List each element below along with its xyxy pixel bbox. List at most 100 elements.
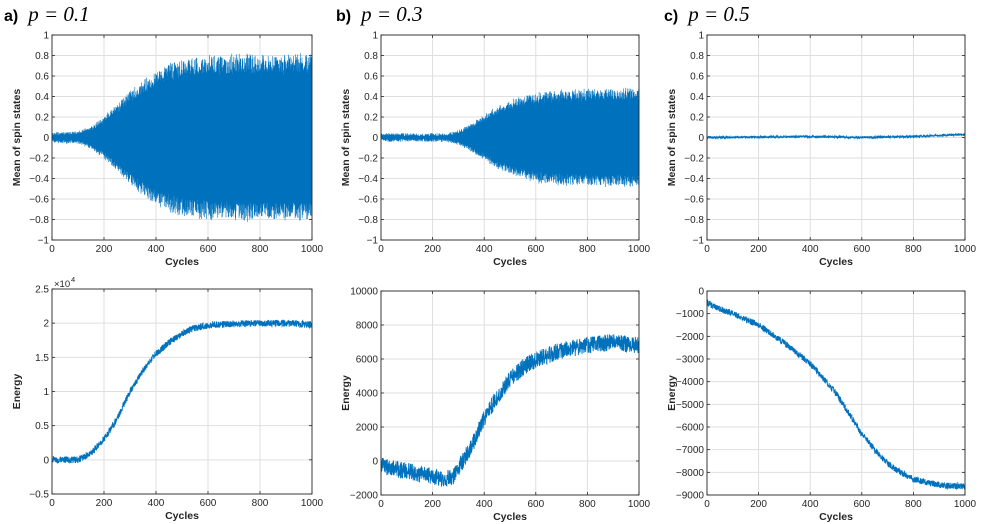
chart-c-energy: 0 200 400 600 800 1000 −9000 −8000 −7000 −6000 −50… [666,287,977,524]
y-tick-label: 1.5 [35,353,49,364]
y-tick-label: 4000 [356,389,379,400]
y-tick-label: 0.4 [35,92,49,103]
x-tick-label: 1000 [301,244,324,255]
x-tick-label: 400 [148,498,165,509]
axes-box [706,290,966,496]
y-axis-label: Mean of spin states [666,89,678,187]
y-tick-label: −0.4 [358,174,378,185]
y-tick-label: −5000 [676,400,705,411]
y-axis-label: Mean of spin states [11,89,23,187]
y-tick-label: 0.8 [35,51,49,62]
chart-b-spin: 0 200 400 600 800 1000 −1 −0.8 −0.6 −0.4 −0.2 0 0.2 0… [340,31,651,269]
y-tick-label: −0.4 [684,174,704,185]
x-axis-label: Cycles [819,511,853,523]
series-line [52,319,312,464]
panel-title-c: c) p = 0.5 [664,2,750,27]
y-tick-label: 6000 [356,355,379,366]
x-tick-label: 200 [96,498,113,509]
x-tick-label: 800 [905,499,922,510]
x-tick-label: 600 [853,499,870,510]
y-axis-label: Energy [11,374,23,410]
x-axis-label: Cycles [165,256,199,268]
x-tick-label: 600 [527,244,544,255]
y-tick-label: −9000 [676,491,705,502]
series-line [52,53,312,222]
y-axis-label: Energy [666,375,678,411]
x-axis-label: Cycles [493,256,527,268]
axis-scale-note: ×10 [54,279,70,290]
chart-a-energy: 0 200 400 600 800 1000−0.500.511.522.5CyclesE… [11,275,324,522]
y-tick-label: 0.2 [364,113,378,124]
x-tick-label: 200 [750,499,767,510]
y-tick-label: −1 [367,236,379,247]
x-tick-label: 600 [853,244,870,255]
axes-box [380,34,640,241]
series-line [707,299,965,491]
y-tick-label: 1 [698,31,704,42]
panel-p-value-c: p = 0.5 [688,2,750,26]
y-tick-label: −3000 [676,355,705,366]
panel-letter-b: b) [336,8,352,25]
y-tick-label: 0.5 [35,421,49,432]
y-tick-label: 0 [372,457,378,468]
y-tick-label: 0.2 [690,113,704,124]
y-axis-label: Mean of spin states [340,89,352,187]
x-tick-label: 800 [252,244,269,255]
chart-b-energy: 0 200 400 600 800 1000−2000020004000600080001… [340,287,651,524]
axes-box [380,290,640,496]
x-tick-label: 0 [378,499,384,510]
y-tick-label: −1 [38,236,50,247]
x-tick-label: 0 [704,244,710,255]
y-tick-label: −0.2 [29,154,49,165]
y-tick-label: −0.4 [29,174,49,185]
x-tick-label: 400 [802,244,819,255]
y-tick-label: −0.2 [684,154,704,165]
x-tick-label: 800 [579,499,596,510]
y-tick-label: 0.6 [35,72,49,83]
y-tick-label: 10000 [350,287,378,298]
axis-scale-exponent: 4 [71,275,75,284]
y-tick-label: 0.8 [364,51,378,62]
y-tick-label: −0.6 [29,195,49,206]
y-tick-label: 1 [43,387,49,398]
x-tick-label: 1000 [628,499,651,510]
series-line [381,334,639,488]
x-tick-label: 400 [148,244,165,255]
x-tick-label: 800 [252,498,269,509]
series-line [381,87,639,188]
y-tick-label: −0.8 [358,215,378,226]
y-tick-label: 0.4 [364,92,378,103]
x-tick-label: 1000 [954,499,977,510]
y-tick-label: 1 [372,31,378,42]
x-axis-label: Cycles [819,256,853,268]
y-tick-label: 0 [698,287,704,298]
x-tick-label: 600 [200,498,217,509]
y-tick-label: 0 [43,133,49,144]
x-tick-label: 200 [750,244,767,255]
x-tick-label: 1000 [628,244,651,255]
panel-p-value-a: p = 0.1 [28,2,90,26]
x-tick-label: 800 [905,244,922,255]
x-tick-label: 0 [49,244,55,255]
chart-a-spin: 0 200 400 600 800 1000 −1 −0.8 −0.6 −0.4 −0.2 0 0.2 0… [11,31,324,269]
y-axis-label: Energy [340,375,352,411]
y-tick-label: −0.8 [29,215,49,226]
axes-box [51,34,313,241]
y-tick-label: 0.6 [690,72,704,83]
panel-p-value-b: p = 0.3 [361,2,423,26]
y-tick-label: 0.6 [364,72,378,83]
y-tick-label: 0 [698,133,704,144]
x-tick-label: 200 [424,244,441,255]
x-tick-label: 200 [96,244,113,255]
y-tick-label: −8000 [676,468,705,479]
axes-box [706,34,966,241]
y-tick-label: 1 [43,31,49,42]
x-tick-label: 400 [476,244,493,255]
y-tick-label: −0.8 [684,215,704,226]
y-tick-label: −2000 [676,332,705,343]
x-tick-label: 0 [49,498,55,509]
series-line [707,132,965,140]
x-axis-label: Cycles [165,510,199,522]
y-tick-label: 0.2 [35,113,49,124]
y-tick-label: −7000 [676,445,705,456]
